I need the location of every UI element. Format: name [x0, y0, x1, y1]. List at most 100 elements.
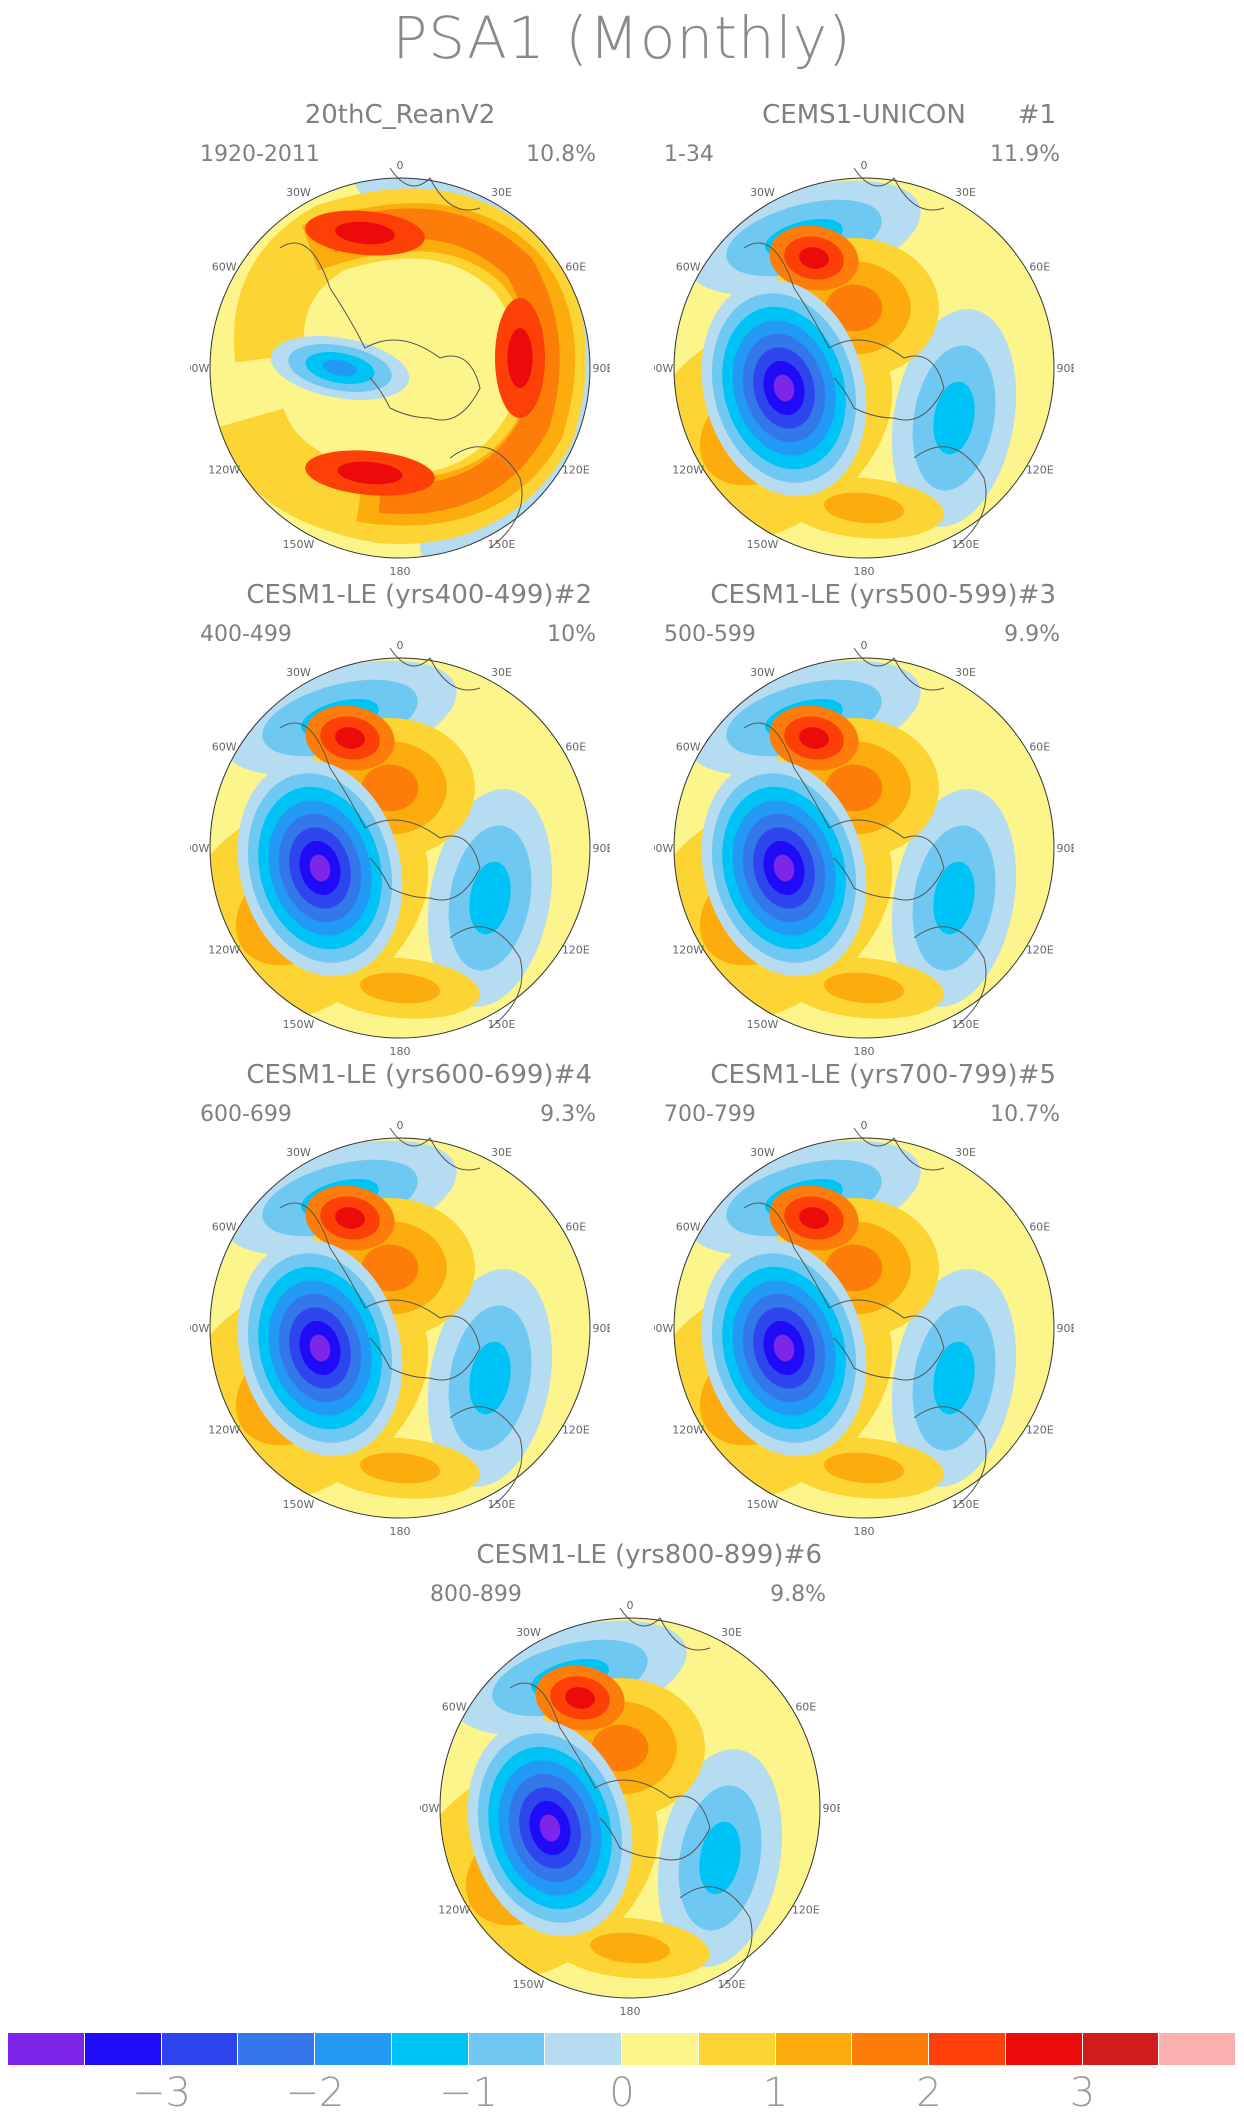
coastline — [913, 446, 987, 549]
map-border — [439, 1617, 821, 1999]
colorbar-tick-label: −3 — [132, 2070, 191, 2116]
map-border — [673, 177, 1055, 559]
longitude-label: 0 — [397, 1119, 404, 1132]
longitude-label: 90E — [593, 842, 610, 855]
map-border — [209, 1137, 591, 1519]
longitude-label: 150W — [283, 538, 315, 551]
colorbar-tick-label: −1 — [439, 2070, 498, 2116]
panel-years: 800-899 — [430, 1582, 522, 1607]
coastline — [279, 722, 481, 901]
longitude-label: 60W — [212, 741, 237, 754]
colorbar — [8, 2033, 1236, 2065]
longitude-label: 60E — [565, 261, 586, 274]
map-panel-2: CEMS1-UNICON #1 1-34 11.9% 0 30E 60E 90E 120… — [654, 100, 1074, 578]
longitude-label: 150E — [952, 1498, 980, 1511]
longitude-label: 120E — [792, 1904, 820, 1917]
longitude-label: 0 — [397, 639, 404, 652]
contour-field — [210, 658, 590, 1038]
longitude-label: 30E — [491, 1146, 512, 1159]
longitude-label: 120W — [672, 944, 704, 957]
panel-percent: 9.8% — [770, 1582, 826, 1607]
longitude-label: 60W — [676, 741, 701, 754]
colorbar-tick-label: −2 — [285, 2070, 345, 2116]
coastline — [509, 1682, 711, 1861]
longitude-label: 150E — [488, 1498, 516, 1511]
panel-years: 600-699 — [200, 1102, 292, 1127]
longitude-label: 120W — [438, 1904, 470, 1917]
longitude-label: 150W — [283, 1498, 315, 1511]
longitude-label: 30E — [491, 186, 512, 199]
longitude-label: 30W — [750, 666, 775, 679]
longitude-label: 150E — [488, 538, 516, 551]
colorbar-swatch — [545, 2033, 622, 2065]
colorbar-tick-label: 1 — [762, 2070, 789, 2116]
panel-percent: 11.9% — [990, 142, 1060, 167]
longitude-label: 120E — [1026, 1424, 1054, 1437]
colorbar-swatch — [775, 2033, 853, 2065]
polar-map: 0 30E 60E 90E 120E 150E 180 150W 120W 90W 60W 30W — [190, 159, 610, 578]
panel-title: CESM1-LE (yrs800-899) — [476, 1540, 784, 1570]
longitude-label: 90E — [823, 1802, 840, 1815]
panel-years: 400-499 — [200, 622, 292, 647]
colorbar-swatch — [1159, 2033, 1236, 2065]
longitude-label: 120E — [562, 464, 590, 477]
panel-title: CEMS1-UNICON — [762, 100, 966, 130]
panel-years: 700-799 — [664, 1102, 756, 1127]
longitude-label: 30E — [955, 186, 976, 199]
coastline — [853, 647, 945, 691]
colorbar-swatch — [698, 2033, 776, 2065]
coastline — [853, 1127, 945, 1171]
contour-field — [674, 658, 1054, 1038]
longitude-label: 180 — [854, 565, 875, 578]
panel-percent: 10% — [547, 622, 596, 647]
colorbar-ticks: −3 −2 −1 0 1 2 3 — [0, 2070, 1244, 2116]
contour-field — [210, 178, 590, 558]
longitude-label: 30W — [286, 1146, 311, 1159]
longitude-label: 180 — [854, 1045, 875, 1058]
longitude-label: 0 — [861, 1119, 868, 1132]
coastline — [743, 242, 945, 421]
longitude-label: 150W — [747, 1498, 779, 1511]
longitude-label: 0 — [861, 159, 868, 172]
map-border — [673, 1137, 1055, 1519]
coastline — [853, 167, 945, 211]
longitude-label: 120W — [208, 1424, 240, 1437]
panel-tag: #1 — [1017, 100, 1056, 130]
longitude-label: 0 — [397, 159, 404, 172]
longitude-label: 150E — [952, 1018, 980, 1031]
longitude-label: 90W — [190, 362, 210, 375]
colorbar-swatch — [238, 2033, 315, 2065]
coastline — [743, 722, 945, 901]
longitude-label: 60E — [1029, 1221, 1050, 1234]
longitude-label: 180 — [390, 1525, 411, 1538]
longitude-label: 60E — [795, 1701, 816, 1714]
polar-map: 0 30E 60E 90E 120E 150E 180 150W 120W 90W 60W 30W — [190, 639, 610, 1058]
panel-tag: #5 — [1017, 1060, 1056, 1090]
contour-field — [674, 1138, 1054, 1518]
longitude-label: 150E — [952, 538, 980, 551]
colorbar-tick-label: 3 — [1069, 2070, 1096, 2116]
panel-title: CESM1-LE (yrs500-599) — [710, 580, 1018, 610]
longitude-label: 180 — [620, 2005, 641, 2018]
map-panel-5: CESM1-LE (yrs600-699) #4 600-699 9.3% 0 3… — [190, 1060, 610, 1538]
longitude-label: 150W — [513, 1978, 545, 1991]
longitude-label: 90W — [654, 842, 674, 855]
longitude-label: 60W — [676, 1221, 701, 1234]
coastline — [449, 446, 523, 549]
colorbar-swatch — [161, 2033, 239, 2065]
longitude-label: 60W — [442, 1701, 467, 1714]
panel-percent: 9.9% — [1004, 622, 1060, 647]
coastline — [279, 1202, 481, 1381]
coastline — [279, 242, 481, 421]
coastline — [389, 1127, 481, 1171]
longitude-label: 150E — [718, 1978, 746, 1991]
panel-title: CESM1-LE (yrs700-799) — [710, 1060, 1018, 1090]
longitude-label: 150W — [283, 1018, 315, 1031]
panel-tag: #2 — [553, 580, 592, 610]
longitude-label: 120W — [208, 944, 240, 957]
longitude-label: 60W — [212, 1221, 237, 1234]
longitude-label: 90E — [1057, 1322, 1074, 1335]
panel-tag: #4 — [553, 1060, 592, 1090]
coastline — [619, 1607, 711, 1651]
longitude-label: 30E — [955, 666, 976, 679]
